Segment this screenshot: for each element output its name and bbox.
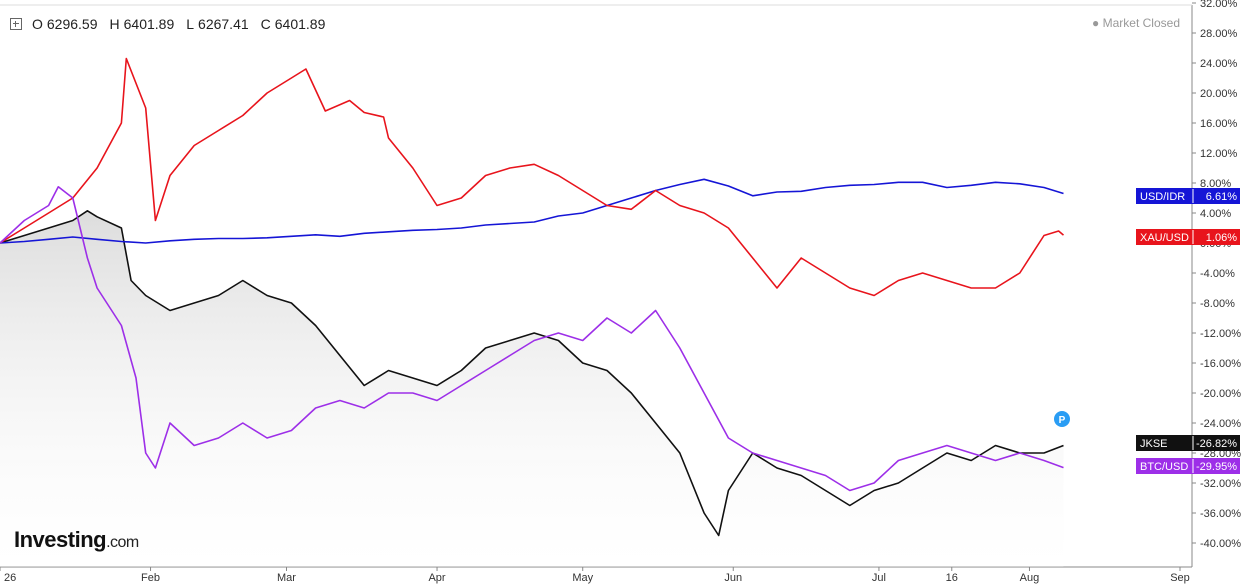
- y-tick-label: -24.00%: [1200, 418, 1241, 430]
- x-tick-label: 26: [4, 572, 16, 584]
- high-label: H: [109, 16, 120, 32]
- y-tick-label: -20.00%: [1200, 388, 1241, 400]
- end-tag-value-btc-usd: -29.95%: [1196, 461, 1237, 473]
- x-tick-label: Sep: [1170, 572, 1190, 584]
- x-tick-label: Mar: [277, 572, 296, 584]
- y-tick-label: 4.00%: [1200, 208, 1231, 220]
- end-tag-name-xau-usd: XAU/USD: [1140, 232, 1189, 244]
- open-label: O: [32, 16, 43, 32]
- series-line-xau-usd: [0, 57, 1065, 297]
- series-line-jkse: [0, 210, 1064, 537]
- y-tick-label: 12.00%: [1200, 148, 1238, 160]
- close-label: C: [260, 16, 271, 32]
- y-tick-label: -8.00%: [1200, 298, 1235, 310]
- end-tag-value-usd-idr: 6.61%: [1206, 191, 1237, 203]
- y-tick-label: 20.00%: [1200, 88, 1238, 100]
- x-tick-label: May: [572, 572, 593, 584]
- end-tag-xau-usd: [1136, 229, 1240, 245]
- logo-suffix: .com: [106, 534, 139, 551]
- y-tick-label: 16.00%: [1200, 118, 1238, 130]
- x-tick-label: Jul: [872, 572, 886, 584]
- investing-logo: Investing.com: [14, 527, 139, 553]
- x-tick-label: Feb: [141, 572, 160, 584]
- market-status: ● Market Closed: [1092, 16, 1180, 30]
- series-line-btc-usd: [0, 186, 1064, 492]
- x-tick-label: Jun: [724, 572, 742, 584]
- end-tag-value-jkse: -26.82%: [1196, 438, 1237, 450]
- y-tick-label: -16.00%: [1200, 358, 1241, 370]
- close-value: 6401.89: [274, 16, 326, 32]
- p-marker-letter: P: [1059, 415, 1066, 426]
- market-status-text: Market Closed: [1102, 16, 1180, 30]
- x-tick-label: Aug: [1020, 572, 1040, 584]
- y-tick-label: 24.00%: [1200, 58, 1238, 70]
- p-marker-icon: [1054, 411, 1070, 427]
- series-line-usd-idr: [0, 178, 1064, 244]
- end-tag-btc-usd: [1136, 458, 1240, 474]
- jkse-area: [0, 210, 1064, 568]
- end-tag-name-usd-idr: USD/IDR: [1140, 191, 1185, 203]
- y-tick-label: 32.00%: [1200, 0, 1238, 10]
- y-tick-label: -4.00%: [1200, 268, 1235, 280]
- status-dot-icon: ●: [1092, 16, 1100, 30]
- end-tag-name-btc-usd: BTC/USD: [1140, 461, 1188, 473]
- low-label: L: [186, 16, 195, 32]
- high-value: 6401.89: [123, 16, 175, 32]
- y-tick-label: 8.00%: [1200, 178, 1231, 190]
- end-tag-jkse: [1136, 435, 1240, 451]
- ohlc-readout: O 6296.59 H 6401.89 L 6267.41 C 6401.89: [10, 16, 333, 32]
- expand-icon[interactable]: [10, 18, 22, 30]
- end-tag-name-jkse: JKSE: [1140, 438, 1168, 450]
- x-tick-label: 16: [946, 572, 958, 584]
- end-tag-value-xau-usd: 1.06%: [1206, 232, 1237, 244]
- logo-brand: Investing: [14, 527, 107, 552]
- open-value: 6296.59: [46, 16, 98, 32]
- y-tick-label: -12.00%: [1200, 328, 1241, 340]
- low-value: 6267.41: [198, 16, 249, 32]
- y-tick-label: -32.00%: [1200, 478, 1241, 490]
- y-tick-label: 28.00%: [1200, 28, 1238, 40]
- y-tick-label: -36.00%: [1200, 508, 1241, 520]
- x-tick-label: Apr: [428, 572, 445, 584]
- end-tag-usd-idr: [1136, 188, 1240, 204]
- y-tick-label: -40.00%: [1200, 538, 1241, 550]
